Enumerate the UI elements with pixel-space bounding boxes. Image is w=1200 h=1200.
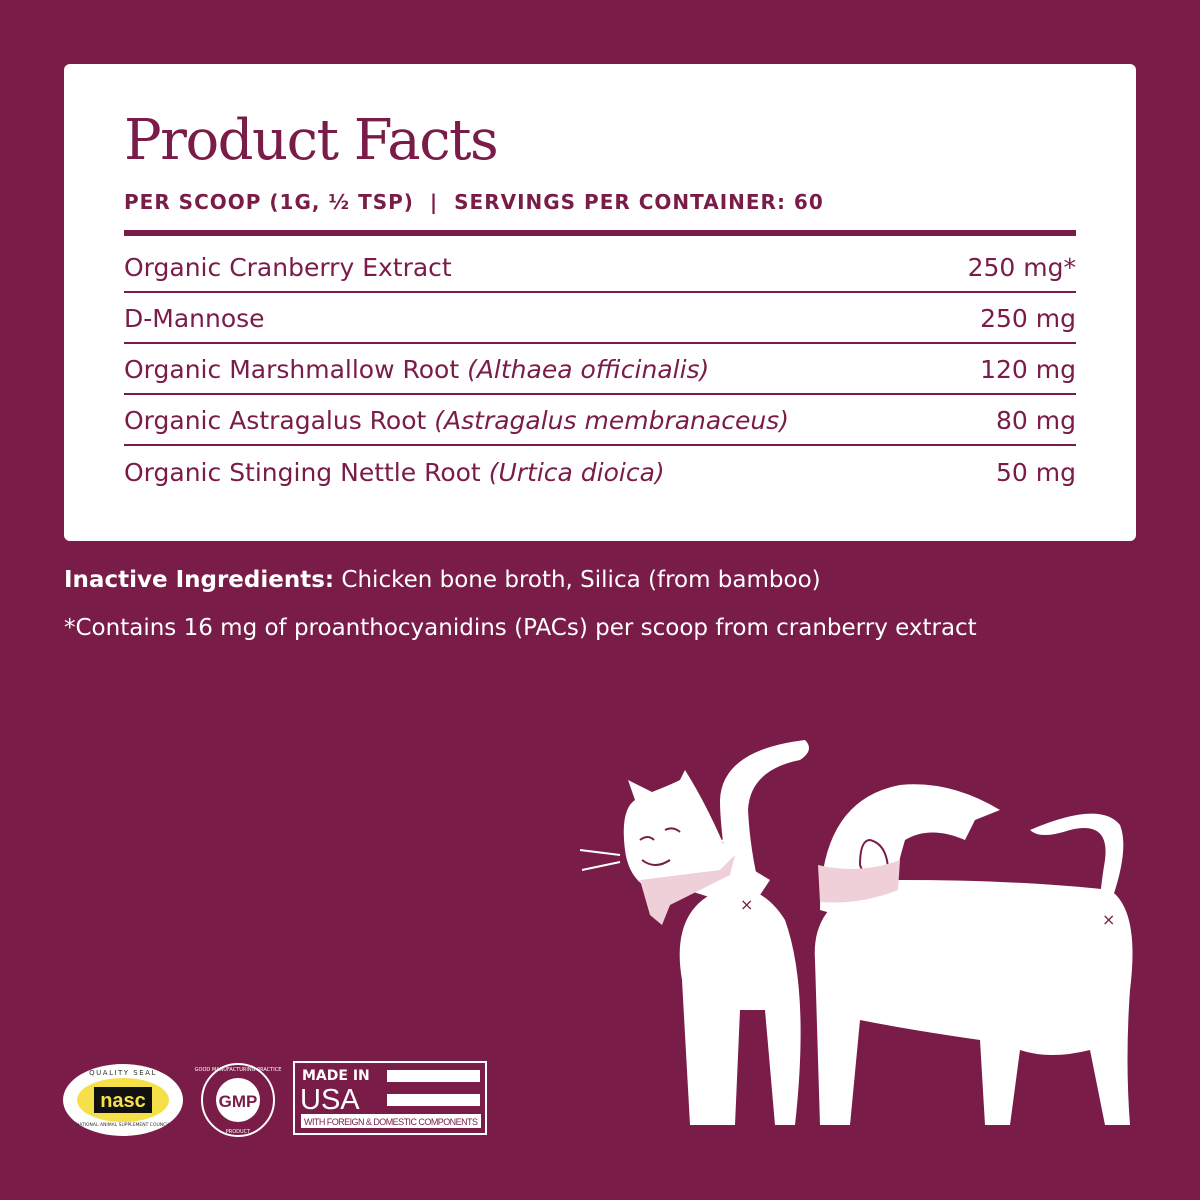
nasc-bottom: NATIONAL ANIMAL SUPPLEMENT COUNCIL [76, 1122, 171, 1128]
ingredient-name: D-Mannose [124, 304, 265, 333]
dog-mark: × [1102, 910, 1115, 929]
serving-info: PER SCOOP (1G, ½ TSP) | SERVINGS PER CON… [124, 190, 824, 214]
usa-line1: MADE IN [302, 1068, 370, 1084]
nasc-mark: nasc [100, 1090, 146, 1112]
cat-scarf [640, 855, 735, 925]
ingredient-amount: 250 mg [980, 304, 1076, 333]
table-row: D-Mannose 250 mg [124, 293, 1076, 344]
gmp-bottom: PRODUCT [226, 1129, 251, 1135]
nasc-seal-icon: nasc QUALITY SEAL NATIONAL ANIMAL SUPPLE… [63, 1064, 183, 1136]
inactive-text: Chicken bone broth, Silica (from bamboo) [334, 567, 821, 593]
table-row: Organic Marshmallow Root (Althaea offici… [124, 344, 1076, 395]
dog-icon [814, 784, 1133, 1125]
servings-per-container: SERVINGS PER CONTAINER: 60 [454, 190, 824, 214]
gmp-seal-icon: GMP GOOD MANUFACTURING PRACTICE PRODUCT [195, 1063, 282, 1137]
inactive-label: Inactive Ingredients: [64, 567, 335, 593]
ingredient-latin: (Astragalus membranaceus) [434, 406, 789, 435]
ingredient-amount: 250 mg* [967, 253, 1076, 282]
cat-whiskers [579, 839, 729, 871]
ingredient-amount: 50 mg [996, 458, 1076, 487]
cat-mark: × [740, 895, 753, 914]
ingredient-amount: 80 mg [996, 406, 1076, 435]
ingredient-amount: 120 mg [980, 355, 1076, 384]
dog-scarf [818, 860, 900, 903]
cat-icon [623, 740, 809, 1125]
gmp-mark: GMP [219, 1092, 258, 1111]
ingredient-latin: (Althaea officinalis) [467, 355, 710, 384]
inactive-ingredients: Inactive Ingredients: Chicken bone broth… [64, 567, 821, 593]
gmp-ring: GOOD MANUFACTURING PRACTICE [195, 1067, 282, 1073]
ingredient-name: Organic Astragalus Root [124, 406, 427, 435]
certification-badges: nasc QUALITY SEAL NATIONAL ANIMAL SUPPLE… [63, 1061, 487, 1137]
ingredient-name: Organic Stinging Nettle Root [124, 458, 481, 487]
ingredient-name: Organic Cranberry Extract [124, 253, 452, 282]
table-row: Organic Stinging Nettle Root (Urtica dio… [124, 446, 1076, 497]
table-row: Organic Cranberry Extract 250 mg* [124, 242, 1076, 293]
usa-line3: WITH FOREIGN & DOMESTIC COMPONENTS [304, 1117, 478, 1127]
usa-line2: USA [300, 1084, 360, 1116]
ingredient-name: Organic Marshmallow Root [124, 355, 460, 384]
made-in-usa-icon: MADE IN USA WITH FOREIGN & DOMESTIC COMP… [293, 1061, 487, 1135]
nasc-top: QUALITY SEAL [89, 1069, 157, 1077]
table-row: Organic Astragalus Root (Astragalus memb… [124, 395, 1076, 446]
cat-and-dog-illustration: × × [579, 740, 1133, 1125]
separator: | [429, 190, 439, 214]
divider [124, 230, 1076, 236]
ingredient-latin: (Urtica dioica) [488, 458, 665, 487]
product-facts-card: Product Facts PER SCOOP (1G, ½ TSP) | SE… [64, 64, 1136, 541]
ingredients-table: Organic Cranberry Extract 250 mg* D-Manno… [124, 242, 1076, 497]
per-scoop: PER SCOOP (1G, ½ TSP) [124, 190, 414, 214]
footnote: *Contains 16 mg of proanthocyanidins (PA… [64, 615, 977, 641]
page-title: Product Facts [124, 108, 499, 173]
